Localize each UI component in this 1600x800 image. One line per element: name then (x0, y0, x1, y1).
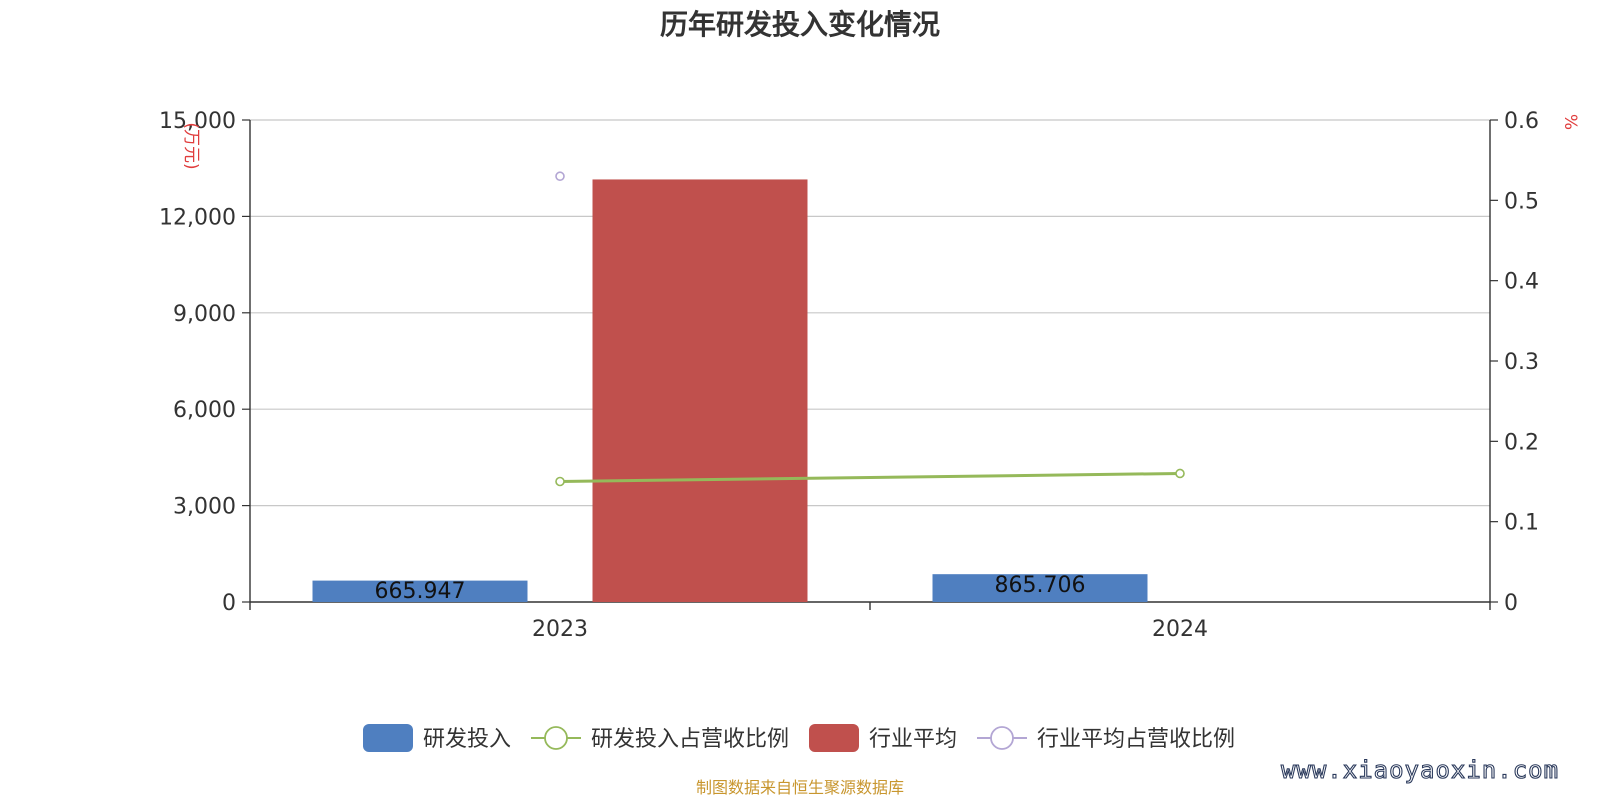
axes: 0 3,000 6,000 9,000 12,000 15,000 0 0.1 0.2 0.3 0.… (159, 109, 1580, 642)
y-left-tick-label: 12,000 (159, 205, 236, 230)
y-right-tick-label: 0.2 (1504, 430, 1539, 455)
y-left-unit: (万元) (181, 122, 201, 169)
legend-label: 研发投入占营收比例 (591, 727, 789, 752)
source-note: 制图数据来自恒生聚源数据库 (696, 778, 904, 797)
lines (555, 171, 1185, 487)
x-tick-label: 2024 (1152, 617, 1208, 642)
y-right-tick-label: 0.5 (1504, 189, 1539, 214)
chart-title: 历年研发投入变化情况 (660, 8, 940, 41)
bar (312, 580, 528, 602)
legend-label: 研发投入 (423, 727, 511, 752)
y-left-tick-label: 6,000 (173, 398, 236, 423)
line-point (555, 171, 565, 182)
y-right-tick-label: 0.1 (1504, 511, 1539, 536)
legend-swatch-marker (544, 726, 568, 750)
watermark: www.xiaoyaoxin.com (1281, 756, 1559, 784)
y-right-tick-label: 0.6 (1504, 109, 1539, 134)
series-line (559, 471, 1181, 483)
y-right-unit: % (1560, 114, 1580, 130)
legend-swatch-bar (809, 724, 859, 752)
bar (592, 179, 808, 603)
bar-data-label: 865.706 (995, 573, 1086, 598)
legend-label: 行业平均占营收比例 (1037, 727, 1235, 752)
bar (932, 574, 1148, 602)
y-left-tick-label: 9,000 (173, 302, 236, 327)
line-point (1175, 468, 1185, 479)
line-point (555, 476, 565, 487)
y-right-tick-label: 0.3 (1504, 350, 1539, 375)
y-left-tick-label: 15,000 (159, 109, 236, 134)
grid-lines (250, 119, 1490, 507)
x-tick-label: 2023 (532, 617, 588, 642)
legend-swatch-marker (990, 726, 1014, 750)
legend-swatch-bar (363, 724, 413, 752)
legend: 研发投入 研发投入占营收比例 行业平均 行业平均占营收比例 (363, 724, 1235, 752)
y-right-tick-label: 0 (1504, 591, 1518, 616)
y-left-tick-label: 3,000 (173, 495, 236, 520)
y-left-tick-label: 0 (222, 591, 236, 616)
legend-label: 行业平均 (869, 727, 957, 752)
data-labels: 665.947 865.706 (375, 573, 1086, 604)
bar-data-label: 665.947 (375, 579, 466, 604)
bars (312, 179, 1148, 603)
y-right-tick-label: 0.4 (1504, 270, 1539, 295)
